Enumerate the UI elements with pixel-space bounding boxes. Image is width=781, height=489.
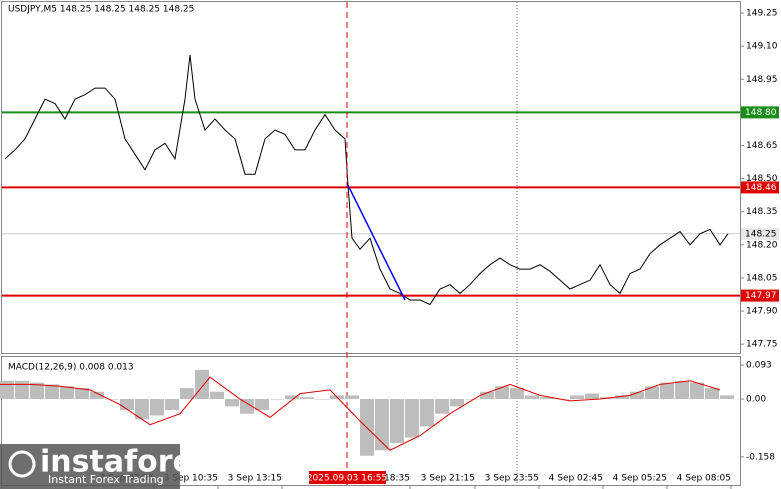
histogram-bar	[615, 395, 629, 400]
watermark-title: instaforex	[40, 445, 212, 480]
cursor-label: 2025.09.03 16:55	[307, 474, 387, 484]
level-label: 148.80	[745, 108, 777, 118]
histogram-bar	[180, 388, 194, 400]
x-tick-label: 3 Sep 10:35	[164, 474, 218, 484]
histogram-bar	[90, 391, 104, 400]
histogram-bar	[660, 382, 674, 400]
histogram-bar	[525, 395, 539, 400]
last-price-label-bg	[741, 227, 779, 240]
y-tick-label: 148.50	[746, 174, 778, 184]
histogram-bar	[225, 399, 239, 407]
y-tick-label: 148.35	[746, 207, 778, 217]
histogram-bar	[75, 388, 89, 400]
histogram-bar	[585, 393, 599, 400]
level-label-bg	[741, 289, 779, 302]
watermark: instaforex Instant Forex Trading	[0, 444, 212, 489]
histogram-bar	[150, 399, 164, 416]
y-tick-label: 0.093	[746, 361, 772, 371]
histogram-bar	[435, 399, 449, 414]
histogram-bar	[675, 380, 689, 400]
histogram-bar	[720, 395, 734, 400]
histogram-bar	[480, 391, 494, 400]
x-tick-label: 4 Sep 02:45	[549, 474, 603, 484]
histogram-bar	[120, 399, 134, 411]
y-tick-label: 148.05	[746, 273, 778, 283]
histogram-bar	[390, 399, 404, 443]
cursor-label-bg	[309, 471, 386, 484]
histogram-bar	[345, 395, 359, 400]
histogram-bar	[570, 395, 584, 400]
histogram-bar	[465, 399, 479, 400]
signal-line	[0, 376, 721, 451]
histogram-bar	[285, 395, 299, 400]
histogram-bar	[690, 382, 704, 400]
histogram-bar	[450, 399, 464, 407]
watermark-logo	[8, 450, 36, 478]
y-tick-label: -0.158	[746, 452, 775, 462]
y-tick-label: 147.90	[746, 307, 778, 317]
price-panel	[1, 1, 741, 354]
histogram-bar	[30, 382, 44, 400]
histogram-bar	[165, 399, 179, 411]
histogram-bar	[45, 384, 59, 400]
histogram-bar	[195, 369, 209, 400]
histogram-bar	[645, 386, 659, 400]
y-tick-label: 149.25	[746, 9, 778, 19]
x-tick-label: 3 Sep 23:55	[485, 474, 539, 484]
level-label: 147.97	[745, 291, 777, 301]
macd-title: MACD(12,26,9) 0.008 0.013	[8, 363, 134, 373]
histogram-bar	[240, 399, 254, 414]
histogram-bar	[375, 399, 389, 451]
watermark-bg	[0, 444, 180, 489]
histogram-bar	[420, 399, 434, 427]
histogram-bar	[540, 397, 554, 400]
last-price-label: 148.25	[745, 229, 777, 239]
histogram-bar	[705, 388, 719, 400]
y-tick-label: 148.20	[746, 240, 778, 250]
histogram-bar	[630, 391, 644, 400]
histogram-bar	[60, 386, 74, 400]
y-tick-label: 148.95	[746, 75, 778, 85]
histogram-bar	[495, 386, 509, 400]
level-label-bg	[741, 106, 779, 119]
histogram-bar	[255, 399, 269, 411]
y-tick-label: 149.10	[746, 42, 778, 52]
macd-panel	[1, 356, 741, 486]
histogram-bar	[135, 399, 149, 420]
x-tick-label: 3 Sep 13:15	[228, 474, 282, 484]
histogram-bar	[315, 399, 329, 400]
x-tick-label: 3 Sep 21:15	[421, 474, 475, 484]
histogram-bar	[405, 399, 419, 438]
histogram-bar	[300, 397, 314, 400]
y-tick-label: 148.65	[746, 141, 778, 151]
histogram-bar	[105, 399, 119, 400]
chart-title: USDJPY,M5 148.25 148.25 148.25 148.25	[8, 5, 194, 15]
y-tick-label: 0.00	[746, 395, 766, 405]
watermark-subtitle: Instant Forex Trading	[48, 473, 164, 486]
histogram-bar	[15, 380, 29, 400]
histogram-bar	[0, 380, 14, 400]
price-line	[4, 54, 729, 306]
histogram-bar	[510, 388, 524, 400]
level-label-bg	[741, 181, 779, 194]
trend-line	[347, 184, 406, 301]
x-tick-label: 4 Sep 08:05	[677, 474, 731, 484]
histogram-bar	[210, 391, 224, 400]
histogram-bar	[270, 399, 284, 400]
level-label: 148.46	[745, 183, 777, 193]
y-tick-label: 147.75	[746, 340, 778, 350]
x-tick-label: 4 Sep 05:25	[613, 474, 667, 484]
